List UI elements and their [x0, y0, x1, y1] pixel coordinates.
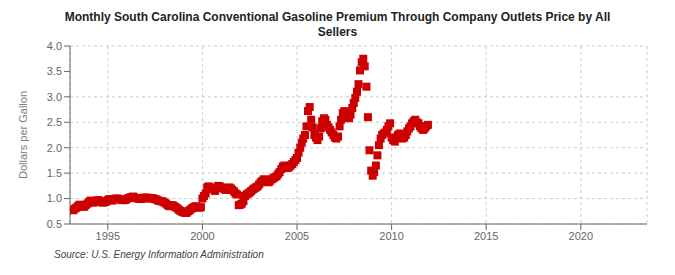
svg-text:2005: 2005 — [285, 230, 309, 242]
html-text:Sellers: Sellers — [317, 25, 358, 39]
svg-text:2.5: 2.5 — [47, 116, 62, 128]
svg-text:1995: 1995 — [96, 230, 120, 242]
svg-text:2000: 2000 — [190, 230, 214, 242]
svg-text:2020: 2020 — [569, 230, 593, 242]
html-text:Source: U.S. Energy Informatio: Source: U.S. Energy Information Administ… — [54, 249, 264, 260]
svg-text:1.0: 1.0 — [47, 192, 62, 204]
svg-text:4.0: 4.0 — [47, 40, 62, 52]
svg-text:Dollars per Gallon: Dollars per Gallon — [17, 91, 29, 179]
svg-text:1.5: 1.5 — [47, 167, 62, 179]
html-text:Monthly South Carolina Convent: Monthly South Carolina Conventional Gaso… — [64, 10, 611, 24]
svg-text:3.0: 3.0 — [47, 91, 62, 103]
svg-text:2.0: 2.0 — [47, 142, 62, 154]
svg-text:0.5: 0.5 — [47, 218, 62, 230]
svg-text:2010: 2010 — [379, 230, 403, 242]
svg-text:3.5: 3.5 — [47, 65, 62, 77]
svg-text:2015: 2015 — [474, 230, 498, 242]
